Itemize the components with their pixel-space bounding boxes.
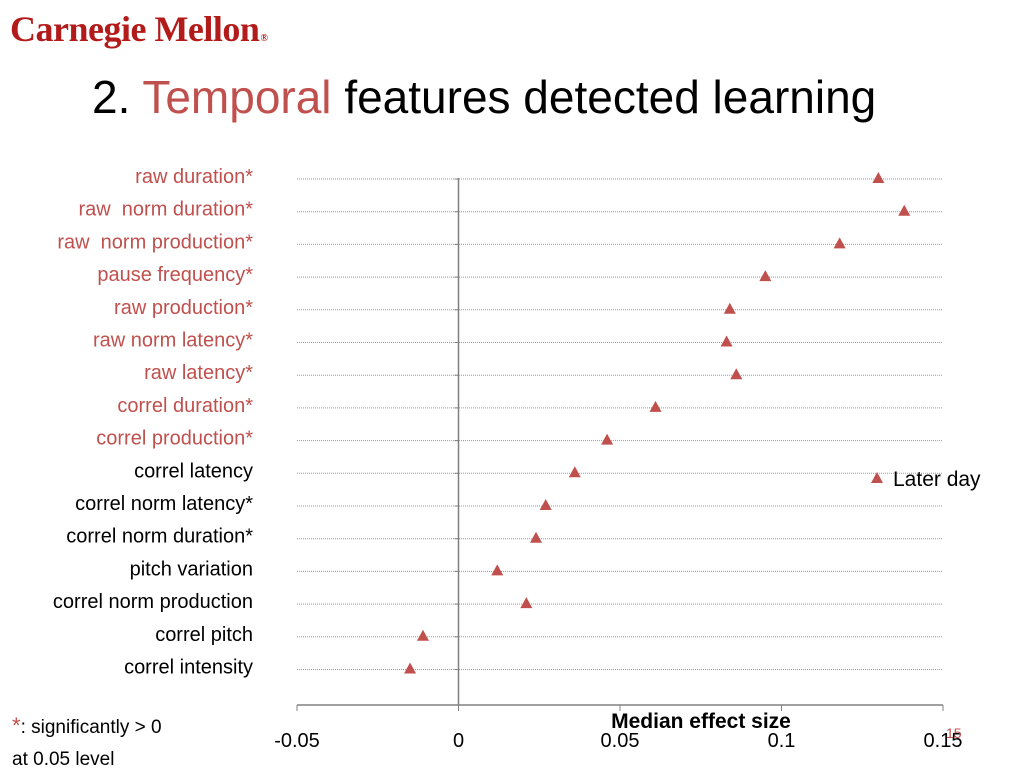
data-point-triangle	[723, 302, 736, 314]
category-label: raw norm duration*	[78, 199, 253, 221]
data-point-triangle	[872, 172, 885, 183]
data-point-triangle	[404, 662, 417, 674]
category-label: raw norm production*	[57, 231, 253, 253]
data-point-triangle	[601, 433, 614, 445]
data-point-triangle	[416, 629, 429, 641]
data-point-triangle	[568, 466, 581, 478]
footnote-text-1: : significantly > 0	[20, 717, 162, 738]
logo-text: Carnegie Mellon	[10, 9, 260, 49]
x-axis-title: Median effect size	[611, 710, 791, 733]
category-label: correl pitch	[155, 624, 253, 646]
footnote-line-2: at 0.05 level	[12, 749, 115, 770]
legend-label: Later day	[893, 468, 981, 491]
category-label: pitch variation	[130, 558, 253, 580]
category-label: correl production*	[96, 428, 253, 450]
data-point-triangle	[759, 270, 772, 282]
category-label: raw duration*	[135, 166, 253, 188]
data-point-triangle	[720, 335, 733, 347]
data-point-triangle	[898, 204, 911, 216]
data-point-triangle	[649, 400, 662, 412]
category-label: raw latency*	[144, 362, 253, 384]
title-suffix: features detected learning	[344, 71, 877, 123]
significance-footnote: *: significantly > 0 at 0.05 level	[12, 710, 162, 776]
data-point-triangle	[530, 531, 543, 543]
data-point-triangle	[730, 368, 743, 380]
data-point-triangle	[833, 237, 846, 249]
title-prefix: 2.	[92, 71, 131, 123]
footnote-line-1: *: significantly > 0	[12, 710, 162, 744]
category-label: correl norm production	[53, 591, 253, 613]
category-label: raw production*	[114, 297, 253, 319]
slide-title: 2. Temporal features detected learning	[92, 70, 876, 124]
x-tick-label: -0.05	[274, 730, 320, 752]
data-point-triangle	[491, 564, 504, 576]
category-label: raw norm latency*	[93, 330, 253, 352]
category-label: correl duration*	[117, 395, 253, 417]
legend-marker-icon	[871, 472, 883, 483]
category-label: correl norm latency*	[75, 493, 253, 515]
x-tick-label: 0.15	[924, 730, 963, 752]
data-point-triangle	[520, 597, 533, 609]
category-label: pause frequency*	[97, 264, 253, 286]
registered-mark: ®	[260, 33, 268, 44]
data-point-triangle	[539, 499, 552, 510]
category-label: correl intensity	[124, 657, 253, 679]
footnote-star: *	[12, 713, 21, 738]
x-tick-label: 0.05	[601, 730, 640, 752]
category-label: correl norm duration*	[66, 526, 253, 548]
carnegie-mellon-logo: Carnegie Mellon®	[10, 8, 268, 50]
category-label: correl latency	[134, 460, 253, 482]
x-tick-label: 0.1	[768, 730, 796, 752]
x-tick-label: 0	[453, 730, 464, 752]
title-highlight: Temporal	[142, 71, 332, 123]
page-number: 15	[946, 725, 962, 741]
